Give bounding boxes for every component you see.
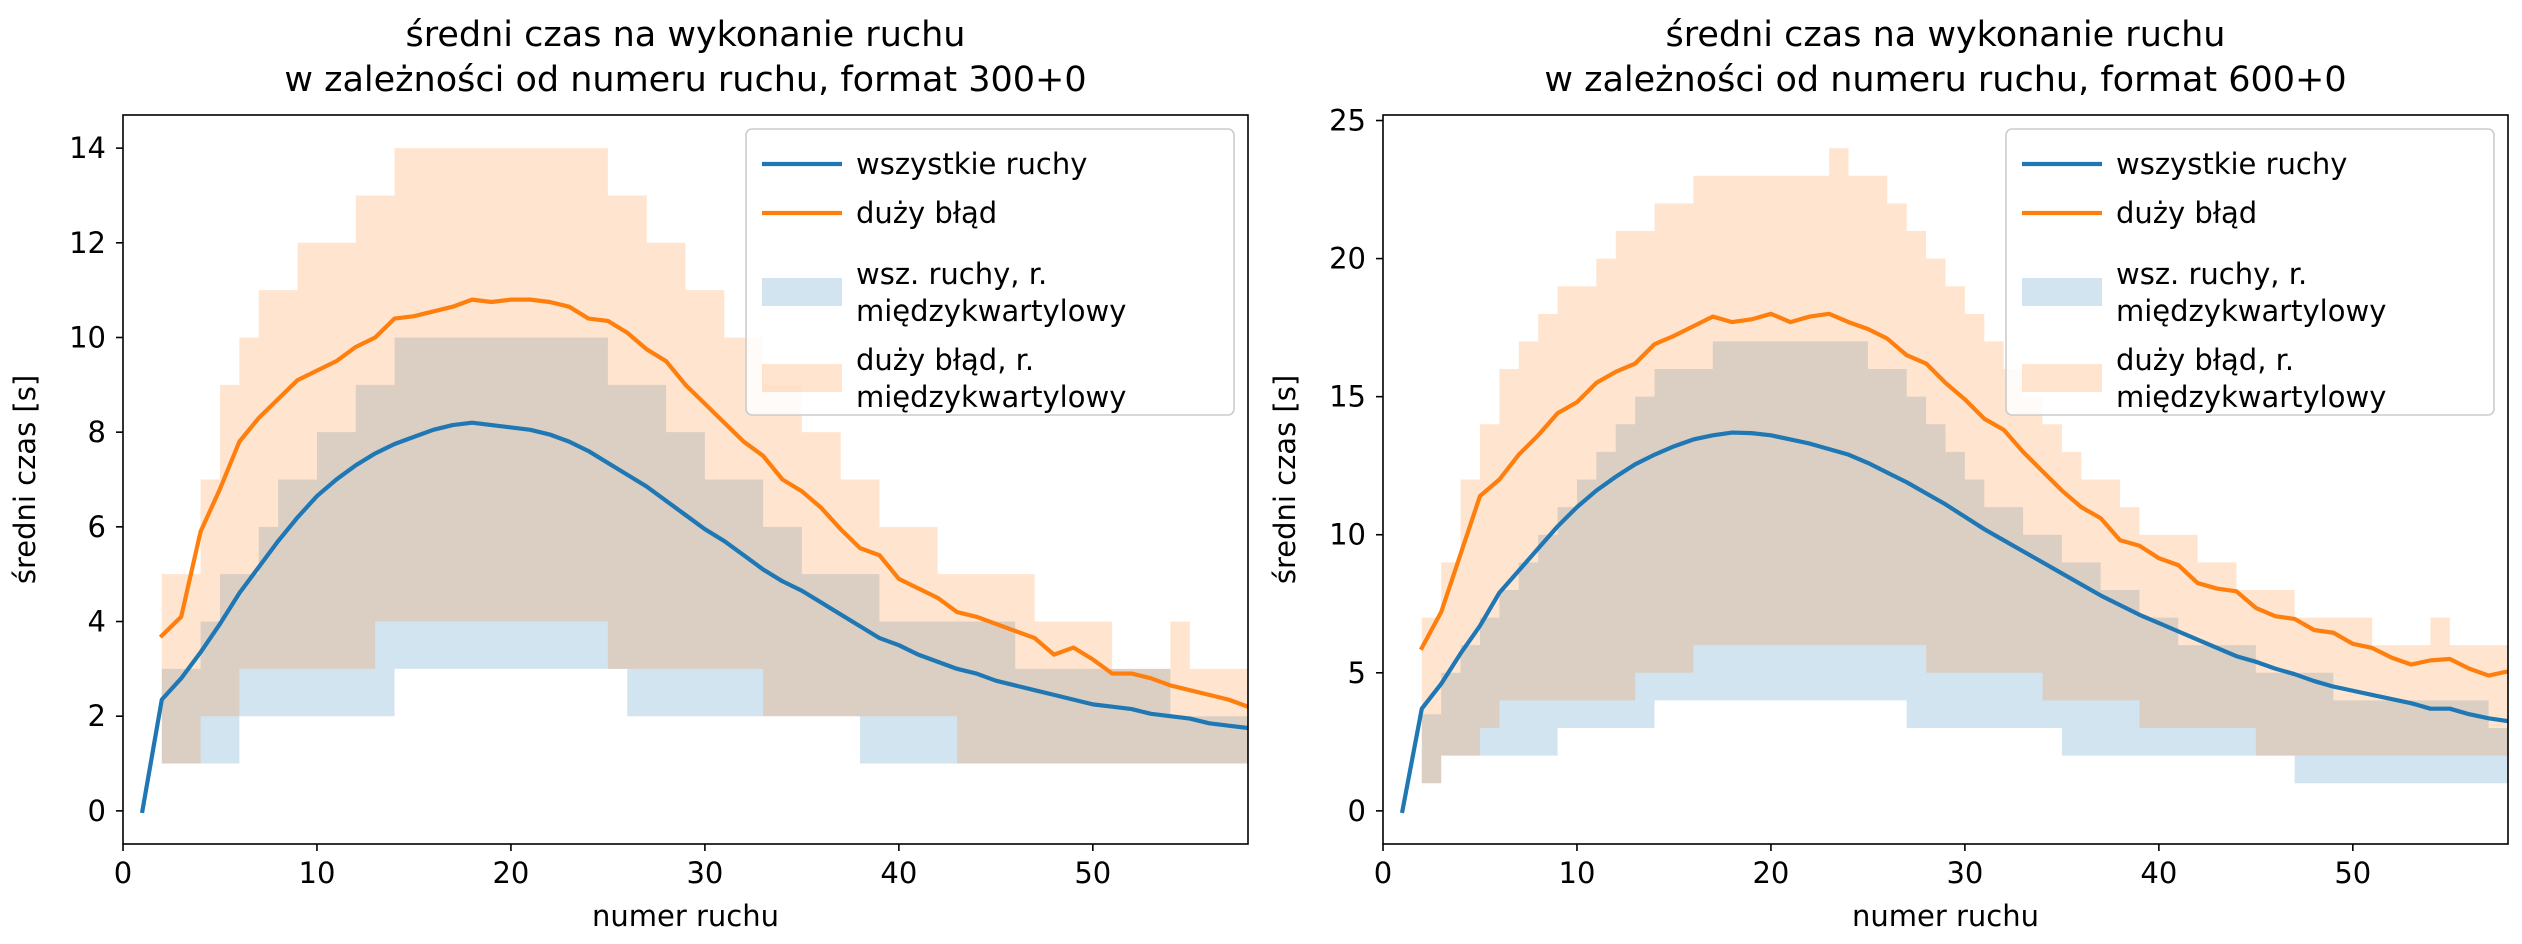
y-tick-label: 6 (88, 510, 106, 544)
legend-label: wszystkie ruchy (2116, 147, 2347, 181)
x-axis-label: numer ruchu (1852, 899, 2039, 933)
x-axis-label: numer ruchu (592, 899, 779, 933)
band-all-moves-iqr (1402, 341, 2508, 811)
series-line-big-error (158, 297, 1248, 709)
series-line-all-moves (1399, 430, 2508, 814)
series-line-all-moves (139, 420, 1248, 814)
legend-patch-handle (2022, 364, 2102, 392)
legend-label-line: wsz. ruchy, r. (2116, 257, 2307, 291)
chart-title-line: w zależności od numeru ruchu, format 300… (284, 60, 1086, 100)
axes-frame (1382, 114, 2509, 845)
series-line-big-error (1418, 311, 2508, 678)
legend-label: duży błąd (2116, 196, 2257, 230)
x-tick-label: 20 (492, 856, 529, 890)
legend-box (745, 128, 1235, 416)
legend-label: wsz. ruchy, r. międzykwartylowy (2116, 257, 2386, 328)
y-tick-label: 5 (1348, 656, 1366, 690)
x-tick-label: 10 (299, 856, 336, 890)
x-tick-label: 30 (686, 856, 723, 890)
y-tick-label: 0 (88, 794, 106, 828)
plot-area (1399, 148, 2508, 814)
y-tick-label: 8 (88, 415, 106, 449)
x-tick-label: 20 (1752, 856, 1789, 890)
x-tick-label: 30 (1946, 856, 1983, 890)
plot-area (139, 148, 1248, 814)
x-tick-label: 40 (2140, 856, 2177, 890)
legend-patch-handle (762, 278, 842, 306)
y-tick-label: 2 (88, 699, 106, 733)
band-all-moves-iqr (161, 337, 1248, 764)
x-tick-label: 50 (1074, 856, 1111, 890)
y-tick-label: 12 (69, 226, 106, 260)
band-big-error-iqr (1421, 148, 2508, 784)
chart-title-line: średni czas na wykonanie ruchu (406, 15, 966, 55)
x-tick-label: 0 (114, 856, 132, 890)
y-axis-label: średni czas [s] (1268, 375, 1302, 584)
legend-label-line: wsz. ruchy, r. (856, 257, 1047, 291)
chart-2: 0 10 20 30 40 50 0 5 10 15 20 25 numer ruchu średni c… (1268, 15, 2509, 933)
y-tick-label: 4 (88, 605, 106, 639)
legend-patch-handle (2022, 278, 2102, 306)
legend-box (2005, 128, 2495, 416)
chart-title-line: w zależności od numeru ruchu, format 600… (1544, 60, 2346, 100)
legend-label-line: międzykwartylowy (2116, 294, 2386, 328)
chart-1: 0 10 20 30 40 50 0 2 4 6 8 10 12 14 numer ruchu średni … (8, 15, 1249, 933)
legend-label-line: duży błąd, r. (856, 343, 1034, 377)
legend-label: duży błąd (856, 196, 997, 230)
y-tick-label: 0 (1348, 794, 1366, 828)
x-tick-label: 50 (2334, 856, 2371, 890)
axes-frame (122, 114, 1249, 845)
legend-label-line: duży błąd, r. (2116, 343, 2294, 377)
y-tick-label: 10 (1329, 518, 1366, 552)
y-tick-label: 20 (1329, 242, 1366, 276)
legend-label: wsz. ruchy, r. międzykwartylowy (856, 257, 1126, 328)
legend-label: duży błąd, r. międzykwartylowy (2116, 343, 2386, 414)
y-tick-label: 15 (1329, 380, 1366, 414)
y-tick-label: 10 (69, 320, 106, 354)
x-tick-label: 40 (880, 856, 917, 890)
x-tick-label: 0 (1374, 856, 1392, 890)
legend-label: wszystkie ruchy (856, 147, 1087, 181)
legend-label-line: międzykwartylowy (856, 294, 1126, 328)
y-tick-label: 14 (69, 131, 106, 165)
y-tick-label: 25 (1329, 104, 1366, 138)
legend-label: duży błąd, r. międzykwartylowy (856, 343, 1126, 414)
y-axis-label: średni czas [s] (8, 375, 42, 584)
band-big-error-iqr (161, 148, 1248, 764)
legend-label-line: międzykwartylowy (856, 380, 1126, 414)
chart-title-line: średni czas na wykonanie ruchu (1666, 15, 2226, 55)
legend-label-line: międzykwartylowy (2116, 380, 2386, 414)
legend-patch-handle (762, 364, 842, 392)
x-tick-label: 10 (1559, 856, 1596, 890)
